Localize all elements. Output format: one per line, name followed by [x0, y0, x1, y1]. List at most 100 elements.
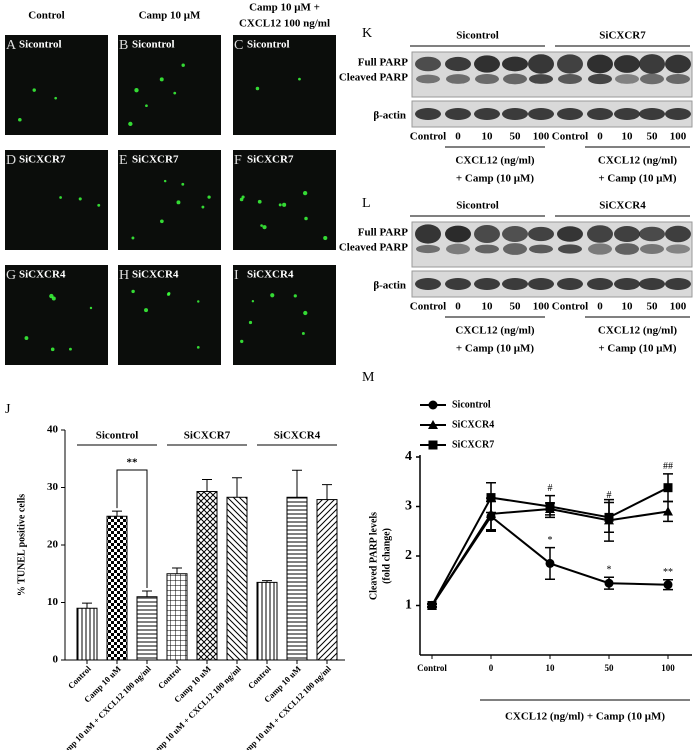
error-bar — [292, 469, 302, 498]
band — [587, 225, 613, 243]
band — [445, 225, 471, 243]
tunel-dot — [131, 289, 135, 294]
lane-label: 0 — [455, 131, 461, 143]
marker — [486, 508, 496, 518]
tunel-dot — [301, 331, 305, 335]
y-tick-label: 1 — [405, 598, 412, 613]
tunel-dot — [128, 121, 133, 127]
tunel-dot — [302, 190, 308, 196]
group-label: Sicontrol — [456, 200, 499, 212]
band — [665, 54, 691, 74]
band — [474, 278, 500, 290]
panel-letter: D — [6, 153, 16, 168]
tunel-dot — [248, 320, 253, 325]
tunel-dot — [260, 224, 263, 227]
panel-letter: H — [119, 268, 129, 283]
bar — [286, 496, 308, 661]
band-label: Full PARP — [358, 57, 408, 69]
band — [475, 73, 499, 85]
panel-letter: C — [234, 38, 243, 53]
tunel-dot — [24, 336, 29, 340]
tunel-dot — [298, 77, 301, 81]
band — [615, 74, 639, 84]
band — [614, 108, 640, 120]
band — [446, 243, 470, 255]
band — [665, 108, 691, 120]
band — [415, 56, 441, 72]
marker — [428, 440, 438, 450]
band — [615, 243, 639, 255]
x-tick-label: Control — [417, 663, 447, 673]
group-label: SiCXCR4 — [599, 200, 646, 212]
marker — [428, 420, 438, 429]
band — [557, 226, 583, 242]
band — [445, 56, 471, 72]
tunel-dot — [160, 219, 164, 224]
tunel-dot — [239, 197, 244, 202]
column-header: Camp 10 μM — [139, 10, 201, 22]
column-header: Camp 10 μM + — [249, 2, 320, 14]
band — [558, 244, 582, 254]
panel-letter: J — [5, 402, 11, 417]
significance-label: ** — [663, 567, 673, 578]
lane-label: Control — [552, 301, 588, 313]
tunel-dot — [201, 205, 205, 209]
band — [614, 278, 640, 290]
panel-letter: L — [362, 196, 371, 211]
y-axis-label: Cleaved PARP levels — [368, 512, 379, 600]
lane-label: Control — [410, 131, 446, 143]
band — [588, 73, 612, 85]
band — [415, 224, 441, 244]
tunel-dot — [69, 347, 72, 351]
lane-label: 10 — [622, 301, 634, 313]
tunel-dot — [207, 195, 211, 199]
marker — [663, 580, 673, 590]
band-label: β-actin — [373, 280, 406, 292]
lane-label: 100 — [533, 131, 550, 143]
lane-label: 100 — [670, 301, 687, 313]
tunel-dot — [323, 235, 328, 241]
condition-label: CXCL12 (ng/ml) — [598, 325, 677, 337]
panel-letter: F — [234, 153, 242, 168]
tunel-dot — [54, 96, 57, 100]
error-bar — [202, 478, 212, 492]
error-bar — [322, 484, 332, 500]
tunel-dot — [241, 195, 245, 199]
band — [640, 73, 664, 85]
tunel-dot — [257, 199, 262, 204]
band — [558, 74, 582, 84]
lane-label: 50 — [647, 301, 659, 313]
tunel-dot — [32, 88, 36, 92]
band — [665, 225, 691, 243]
y-axis-label: % TUNEL positive cells — [16, 494, 27, 596]
lane-label: 100 — [533, 301, 550, 313]
band — [416, 244, 440, 254]
significance-label: ## — [663, 461, 673, 472]
micrograph — [5, 35, 108, 135]
group-label: SiCXCR7 — [599, 30, 646, 42]
tunel-dot — [181, 182, 185, 186]
x-tick-label: Control — [66, 663, 93, 690]
lane-label: 50 — [647, 131, 659, 143]
significance-label: ** — [127, 457, 139, 469]
micrograph — [233, 150, 336, 250]
x-tick-label: Control — [156, 663, 183, 690]
panel-label: Sicontrol — [132, 39, 175, 51]
bar — [76, 607, 98, 661]
condition-label: + Camp (10 μM) — [598, 173, 677, 185]
significance-label: * — [607, 565, 612, 576]
band-label: Cleaved PARP — [339, 242, 408, 254]
tunel-dot — [303, 310, 308, 316]
tunel-dot — [278, 203, 282, 207]
panel-letter: K — [362, 26, 372, 41]
condition-label: + Camp (10 μM) — [598, 343, 677, 355]
band — [529, 244, 553, 254]
band — [639, 54, 665, 74]
tunel-dot — [145, 104, 148, 108]
band — [502, 108, 528, 120]
bar — [136, 596, 158, 661]
micrograph — [118, 35, 221, 135]
panel-letter: E — [119, 153, 128, 168]
marker — [604, 578, 614, 588]
band — [503, 73, 527, 85]
